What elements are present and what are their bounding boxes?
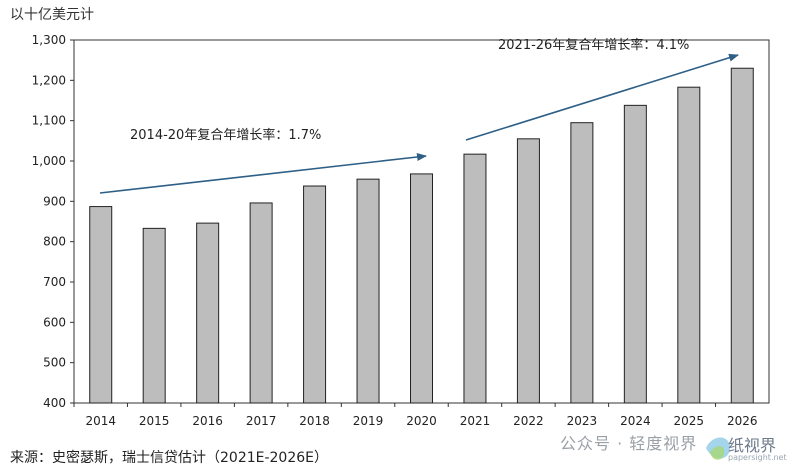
x-tick-label-2015: 2015 bbox=[139, 414, 170, 428]
watermark: 公众号 · 轻度视界 bbox=[560, 434, 698, 453]
trend-arrow-2014-2020 bbox=[99, 153, 427, 194]
x-tick-label-2020: 2020 bbox=[406, 414, 437, 428]
trend-arrow-2021-2026 bbox=[465, 53, 739, 141]
y-tick-label: 600 bbox=[43, 315, 66, 329]
source-note: 来源：史密瑟斯，瑞士信贷估计（2021E-2026E） bbox=[10, 450, 328, 466]
y-tick-label: 500 bbox=[43, 356, 66, 370]
x-tick-label-2026: 2026 bbox=[727, 414, 758, 428]
logo-leaf2-icon bbox=[710, 446, 725, 460]
annotation-cagr-2021-2026: 2021-26年复合年增长率：4.1% bbox=[498, 37, 689, 53]
y-tick-label: 800 bbox=[43, 235, 66, 249]
x-tick-label-2024: 2024 bbox=[620, 414, 651, 428]
x-tick-label-2021: 2021 bbox=[460, 414, 491, 428]
y-axis: 400 500 600 700 800 900 1,000 1,100 1,200 1,300 bbox=[32, 33, 74, 410]
x-tick-label-2014: 2014 bbox=[85, 414, 116, 428]
bar-2017 bbox=[249, 202, 273, 404]
bars bbox=[89, 67, 754, 404]
bar-2015 bbox=[142, 227, 166, 404]
x-tick-label-2025: 2025 bbox=[674, 414, 705, 428]
bar-2021 bbox=[463, 153, 487, 404]
bar-2019 bbox=[356, 178, 380, 404]
y-tick-label: 400 bbox=[43, 396, 66, 410]
y-tick-label: 1,200 bbox=[32, 73, 66, 87]
watermark-logo-url: papersight.net bbox=[728, 453, 787, 462]
annotation-cagr-2014-2020: 2014-20年复合年增长率：1.7% bbox=[130, 127, 321, 143]
x-tick-label-2022: 2022 bbox=[513, 414, 544, 428]
bar-2022 bbox=[516, 138, 540, 404]
watermark-logo-text: 纸视界 bbox=[728, 436, 777, 455]
unit-label: 以十亿美元计 bbox=[10, 7, 94, 23]
bar-2023 bbox=[570, 122, 594, 404]
x-tick-label-2019: 2019 bbox=[353, 414, 384, 428]
x-tick-label-2016: 2016 bbox=[192, 414, 223, 428]
y-tick-label: 900 bbox=[43, 194, 66, 208]
bar-2020 bbox=[410, 173, 433, 404]
bar-2014 bbox=[89, 206, 113, 404]
bar-2026 bbox=[730, 67, 754, 404]
bar-2016 bbox=[196, 222, 220, 404]
watermark-logo bbox=[706, 437, 730, 460]
x-tick-label-2023: 2023 bbox=[567, 414, 598, 428]
bar-2018 bbox=[303, 185, 327, 404]
y-tick-label: 1,100 bbox=[32, 114, 66, 128]
bar-2024 bbox=[623, 104, 647, 404]
x-tick-label-2018: 2018 bbox=[299, 414, 330, 428]
x-axis: 2014 2015 2016 2017 2018 2019 2020 2021 2022 2023… bbox=[73, 403, 758, 428]
x-tick-label-2017: 2017 bbox=[246, 414, 277, 428]
y-tick-label: 1,000 bbox=[32, 154, 66, 168]
y-tick-label: 700 bbox=[43, 275, 66, 289]
bar-2025 bbox=[677, 86, 701, 404]
y-tick-label: 1,300 bbox=[32, 33, 66, 47]
